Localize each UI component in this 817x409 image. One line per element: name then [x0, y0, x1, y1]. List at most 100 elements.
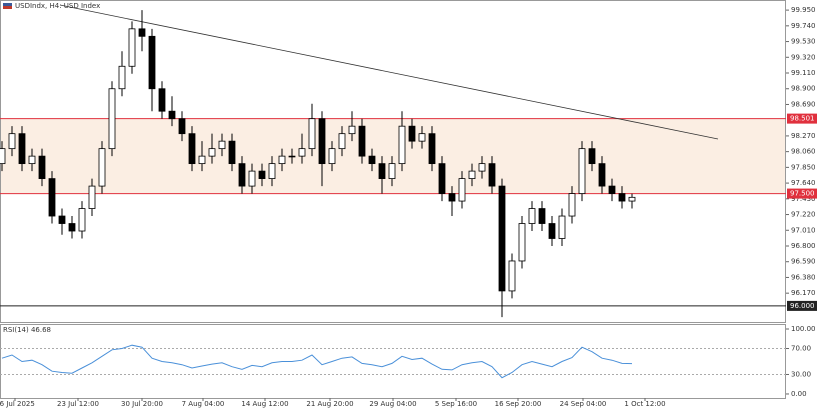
level-label-box — [787, 113, 817, 124]
x-tick-label: 5 Sep 16:00 — [435, 400, 477, 408]
candle-body — [528, 208, 536, 224]
y-tick-label: 0.00 — [791, 390, 807, 398]
candle-body — [518, 223, 526, 262]
y-tick-label: 99.740 — [791, 22, 816, 30]
y-tick-label: 98.270 — [791, 132, 816, 140]
candle-body — [598, 163, 606, 187]
candle-body — [288, 155, 296, 158]
candle-body — [78, 208, 86, 232]
rsi-panel — [0, 324, 786, 399]
candle-body — [8, 133, 16, 150]
candle-body — [408, 125, 416, 142]
candle-body — [618, 193, 626, 202]
candle-body — [488, 163, 496, 187]
x-tick-label: 16 Sep 20:00 — [495, 400, 542, 408]
x-tick-label: 1 Oct 12:00 — [624, 400, 665, 408]
candle-body — [218, 140, 226, 150]
y-tick-label: 96.170 — [791, 289, 816, 297]
candle-body — [508, 260, 516, 292]
candle-body — [98, 148, 106, 187]
candle-body — [118, 65, 126, 90]
level-label: 98.501 — [790, 115, 815, 123]
candle-body — [378, 163, 386, 179]
x-tick-label: 7 Aug 04:00 — [182, 400, 225, 408]
candle-body — [348, 125, 356, 135]
y-tick-label: 99.320 — [791, 53, 816, 61]
candle-body — [358, 125, 366, 157]
candle-body — [178, 118, 186, 135]
candle-body — [198, 155, 206, 165]
candle-body — [268, 163, 276, 179]
y-tick-label: 96.800 — [791, 242, 816, 250]
x-tick-label: 21 Aug 20:00 — [306, 400, 353, 408]
rsi-title: RSI(14) 46.68 — [3, 326, 51, 334]
candle-body — [228, 140, 236, 165]
rsi-line — [1, 344, 633, 379]
candle-body — [188, 133, 196, 165]
candle-body — [258, 170, 266, 179]
candle-body — [438, 163, 446, 194]
x-tick-label: 23 Jul 12:00 — [57, 400, 99, 408]
y-tick-label: 96.380 — [791, 273, 816, 281]
level-label: 97.500 — [790, 190, 815, 198]
x-tick-label: 14 Aug 12:00 — [241, 400, 288, 408]
y-tick-label: 99.950 — [791, 6, 816, 14]
level-label-box — [787, 188, 817, 199]
candle-body — [0, 148, 6, 165]
y-tick-label: 99.530 — [791, 38, 816, 46]
symbol-flag-stripe — [3, 6, 12, 9]
candle-body — [148, 35, 156, 90]
candle-body — [608, 185, 616, 194]
candle-body — [208, 148, 216, 157]
candle-body — [18, 133, 26, 165]
y-tick-label: 99.110 — [791, 69, 816, 77]
y-tick-label: 96.590 — [791, 258, 816, 266]
candle-body — [478, 163, 486, 172]
candle-body — [128, 28, 136, 67]
y-tick-label: 97.640 — [791, 179, 816, 187]
candle-body — [588, 148, 596, 165]
candle-body — [368, 155, 376, 165]
candle-body — [58, 215, 66, 224]
x-tick-label: 16 Jul 2025 — [0, 400, 35, 408]
candle-body — [548, 223, 556, 239]
y-tick-label: 70.00 — [791, 344, 811, 352]
candle-body — [388, 163, 396, 179]
y-tick-label: 98.900 — [791, 85, 816, 93]
x-tick-label: 29 Aug 04:00 — [369, 400, 416, 408]
candle-body — [248, 170, 256, 187]
level-label-box — [787, 300, 817, 311]
y-tick-label: 30.00 — [791, 370, 811, 378]
candle-body — [88, 185, 96, 209]
candle-body — [318, 118, 326, 165]
candle-body — [558, 215, 566, 239]
y-tick-label: 97.220 — [791, 211, 816, 219]
candle-body — [48, 178, 56, 217]
candle-body — [298, 148, 306, 157]
candle-body — [28, 155, 36, 165]
x-tick-label: 30 Jul 20:00 — [121, 400, 163, 408]
y-tick-label: 100.00 — [791, 325, 816, 333]
zone — [0, 118, 786, 194]
candle-body — [158, 88, 166, 112]
candle-body — [308, 118, 316, 150]
candle-body — [68, 223, 76, 232]
y-tick-label: 98.690 — [791, 100, 816, 108]
candle-body — [428, 133, 436, 165]
candle-body — [108, 88, 116, 150]
candle-body — [498, 185, 506, 292]
trendline — [59, 4, 719, 140]
y-tick-label: 97.430 — [791, 195, 816, 203]
y-tick-label: 97.010 — [791, 226, 816, 234]
y-tick-label: 97.850 — [791, 163, 816, 171]
chart-title: USDIndx, H4: USD Index — [15, 2, 100, 10]
candle-body — [628, 196, 636, 202]
candle-body — [458, 178, 466, 202]
candle-body — [278, 155, 286, 165]
candle-body — [468, 170, 476, 179]
candle-body — [448, 193, 456, 202]
x-tick-label: 24 Sep 04:00 — [560, 400, 607, 408]
candle-body — [168, 110, 176, 120]
